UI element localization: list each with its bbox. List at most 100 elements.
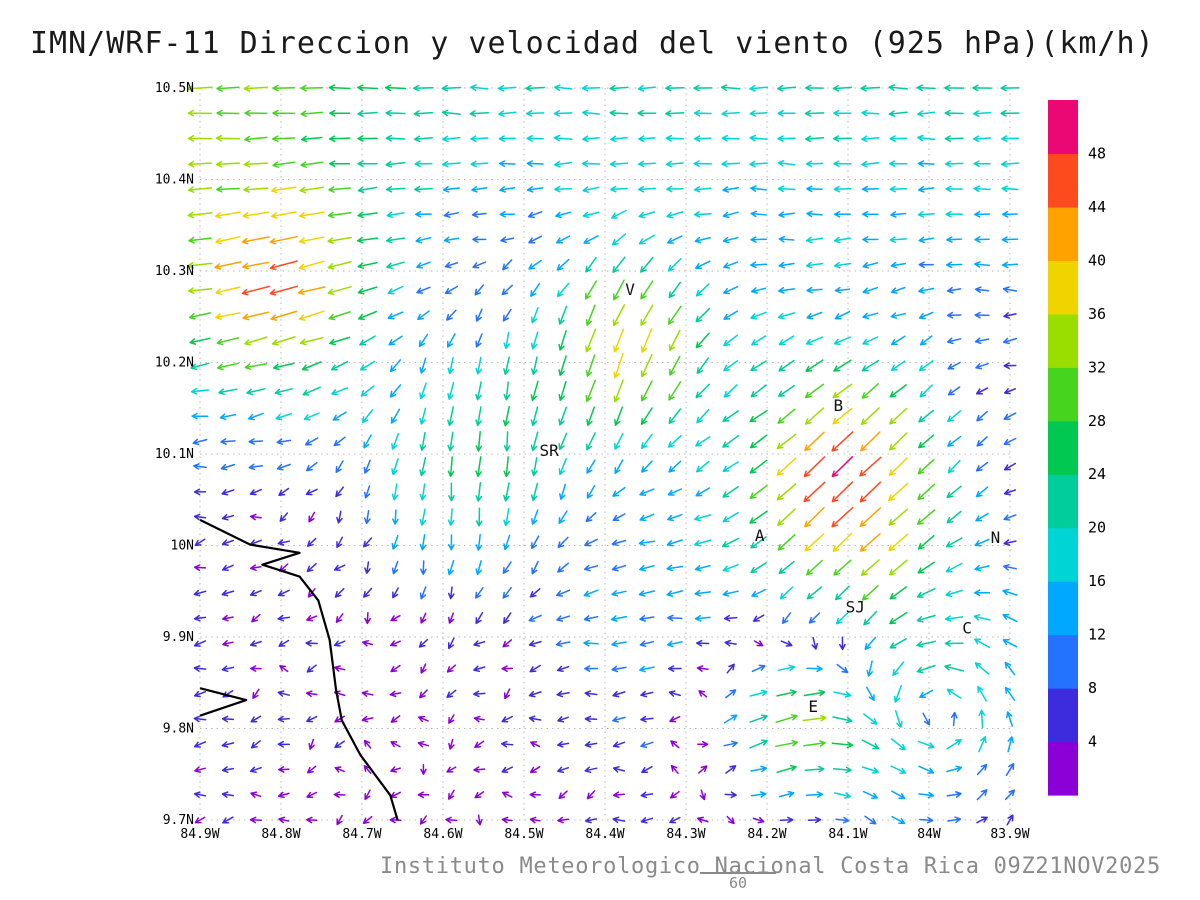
wind-arrow (328, 186, 352, 193)
wind-arrow (279, 512, 289, 522)
wind-arrow (420, 663, 427, 674)
wind-arrow (528, 690, 542, 698)
wind-arrow (215, 160, 240, 168)
wind-arrow (443, 211, 459, 218)
wind-arrow (526, 160, 544, 167)
wind-arrow (612, 716, 626, 723)
wind-arrow (390, 614, 401, 622)
wind-arrow (694, 614, 711, 622)
wind-arrow (503, 482, 510, 502)
wind-arrow (973, 185, 991, 193)
wind-arrow (415, 236, 432, 244)
wind-arrow (503, 356, 510, 375)
wind-arrow (447, 356, 454, 375)
wind-arrow (890, 261, 907, 269)
wind-arrow (555, 640, 571, 647)
wind-arrow (192, 438, 208, 446)
wind-arrow (698, 690, 708, 698)
wind-arrow (918, 311, 934, 320)
wind-arrow (187, 186, 213, 193)
wind-arrow (297, 286, 326, 296)
wind-arrow (448, 789, 455, 800)
wind-arrow (470, 135, 489, 143)
wind-arrow (722, 186, 740, 193)
wind-arrow (553, 110, 573, 117)
wind-arrow (503, 331, 511, 350)
wind-arrow (637, 160, 656, 168)
wind-arrow (503, 431, 511, 452)
wind-arrow (917, 561, 935, 574)
wind-arrow (974, 311, 990, 319)
wind-arrow (977, 685, 987, 702)
wind-arrow (1003, 362, 1017, 370)
colorbar-tick-label: 44 (1088, 198, 1106, 216)
wind-arrow (1004, 661, 1016, 676)
wind-arrow (390, 408, 401, 424)
wind-arrow (306, 537, 317, 547)
wind-arrow (637, 109, 657, 117)
wind-arrow (749, 484, 768, 499)
wind-arrow (417, 310, 430, 321)
wind-arrow (722, 410, 739, 423)
wind-arrow (216, 337, 240, 346)
station-label: SR (539, 441, 559, 460)
wind-arrow (698, 765, 708, 774)
wind-arrow (860, 559, 880, 576)
wind-arrow (306, 765, 317, 774)
wind-arrow (694, 236, 711, 244)
wind-arrow (833, 359, 852, 372)
colorbar-tick-label: 16 (1088, 572, 1106, 590)
wind-arrow (444, 285, 459, 295)
wind-arrow (305, 690, 318, 698)
colorbar-tick-label: 48 (1088, 145, 1106, 163)
wind-arrow (864, 636, 877, 650)
wind-arrow (776, 689, 797, 697)
wind-arrow (917, 458, 935, 475)
wind-arrow (530, 380, 539, 402)
wind-arrow (976, 816, 988, 824)
wind-arrow (722, 511, 739, 523)
wind-arrow (250, 791, 262, 798)
wind-arrow (1001, 261, 1019, 269)
wind-arrow (502, 259, 513, 271)
wind-arrow (805, 160, 824, 168)
wind-arrow (249, 816, 262, 824)
label-collision-line (700, 872, 776, 874)
wind-arrow (777, 84, 797, 92)
colorbar-tick-label: 24 (1088, 465, 1106, 483)
wind-arrow (272, 109, 296, 117)
wind-arrow (387, 285, 404, 295)
y-tick-label: 9.7N (163, 813, 194, 828)
wind-arrow (303, 412, 320, 421)
wind-arrow (750, 562, 767, 574)
wind-arrow (526, 186, 544, 193)
wind-arrow (390, 664, 401, 673)
wind-arrow (470, 160, 489, 168)
wind-arrow (917, 740, 935, 749)
wind-arrow (221, 665, 235, 673)
wind-arrow (752, 816, 765, 824)
colorbar-segment (1048, 527, 1078, 582)
wind-arrow (473, 690, 486, 698)
wind-arrow (781, 612, 792, 624)
wind-arrow (305, 461, 318, 472)
wind-arrow (556, 235, 571, 244)
wind-arrow (831, 506, 854, 528)
wind-arrow (974, 638, 991, 649)
wind-arrow (501, 665, 514, 672)
wind-arrow (357, 186, 378, 194)
wind-arrow (215, 185, 240, 193)
wind-arrow (583, 235, 599, 244)
wind-arrow (277, 589, 290, 597)
wind-arrow (275, 412, 293, 421)
wind-arrow (975, 461, 989, 472)
wind-arrow (1003, 564, 1017, 571)
wind-arrow (862, 312, 879, 320)
wind-arrow (502, 561, 512, 574)
wind-arrow (946, 510, 962, 524)
wind-arrow (888, 482, 909, 502)
wind-arrow (611, 665, 627, 673)
wind-arrow (475, 406, 482, 427)
wind-arrow (974, 662, 990, 675)
